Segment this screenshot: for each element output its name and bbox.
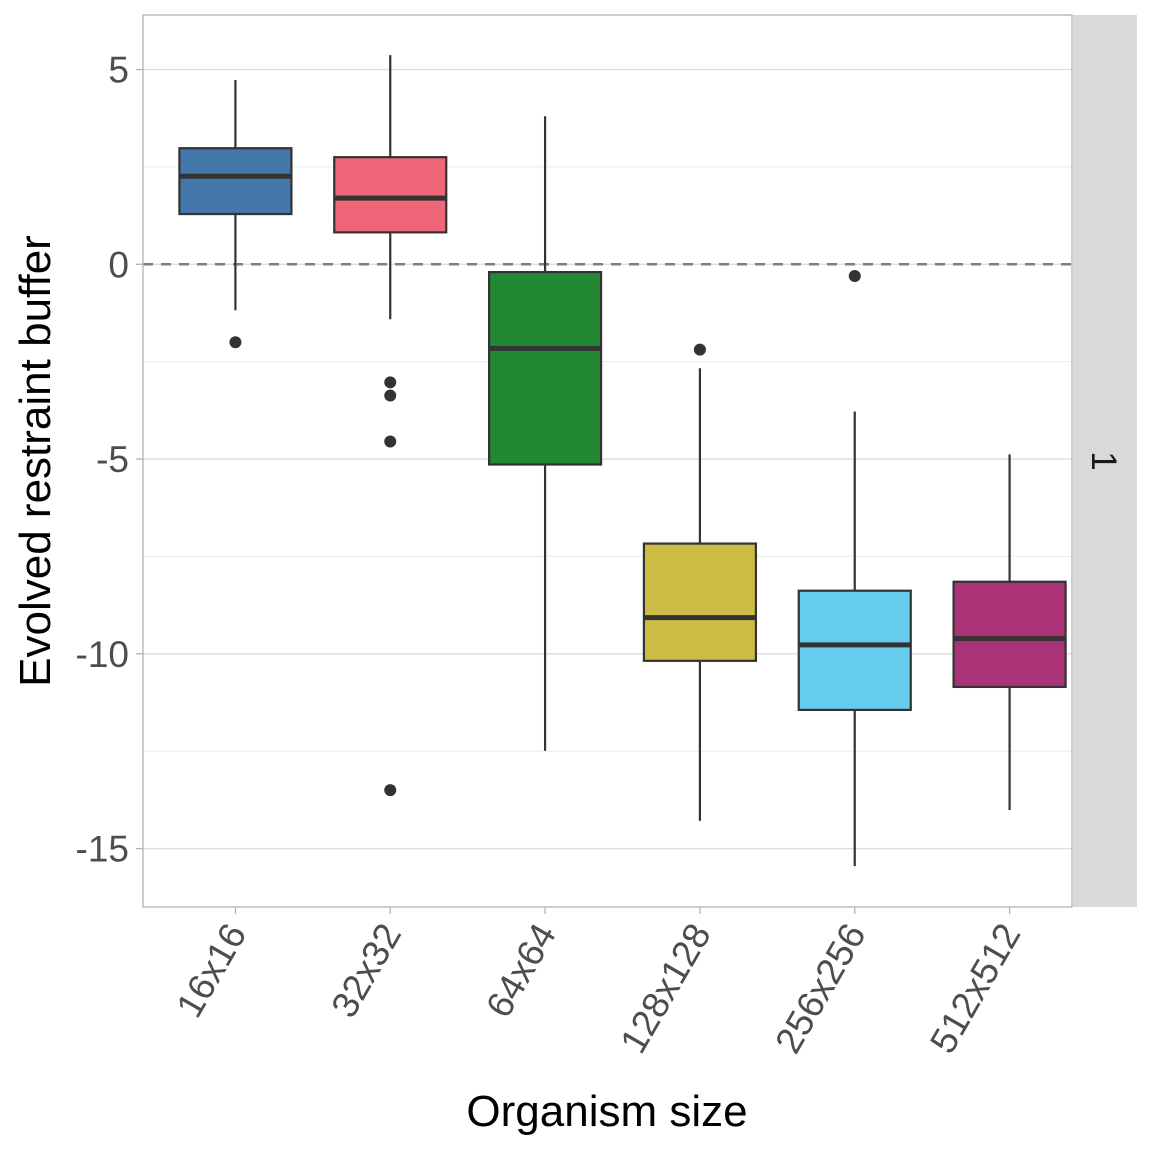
facet-strip	[1073, 15, 1137, 907]
box-256x256	[797, 269, 912, 867]
y-axis-title: Evolved restraint buffer	[11, 235, 60, 687]
box-16x16	[178, 80, 293, 349]
x-axis-title: Organism size	[466, 1087, 747, 1136]
iqr-box	[642, 542, 758, 662]
outlier-point	[848, 269, 861, 282]
x-axis-ticks: 16x16 32x32 64x64 128x128 256x256 512x512	[168, 907, 1029, 1060]
outlier-point	[384, 376, 397, 389]
box-512x512	[952, 454, 1067, 811]
y-tick-label: -15	[76, 829, 129, 870]
box-128x128	[642, 343, 758, 821]
iqr-box	[333, 156, 448, 234]
outlier-point	[229, 336, 242, 349]
y-tick-label: 0	[108, 244, 129, 285]
y-axis-ticks: 5 0 -5 -10 -15	[76, 50, 143, 870]
x-tick-label: 64x64	[478, 917, 564, 1025]
box-64x64	[487, 116, 603, 751]
facet-strip-label: 1	[1084, 451, 1123, 470]
iqr-box	[797, 589, 912, 712]
panel-background	[143, 15, 1072, 907]
outlier-point	[384, 435, 397, 448]
iqr-box	[487, 270, 603, 466]
outlier-point	[693, 343, 706, 356]
outlier-point	[384, 784, 397, 797]
x-tick-label: 128x128	[612, 917, 718, 1060]
x-tick-label: 16x16	[168, 917, 254, 1025]
y-tick-label: -5	[96, 439, 129, 480]
y-tick-label: 5	[108, 50, 129, 91]
x-tick-label: 32x32	[323, 917, 409, 1025]
box-32x32	[333, 55, 448, 797]
minor-gridlines	[143, 166, 1072, 752]
y-tick-label: -10	[76, 634, 129, 675]
iqr-box	[178, 147, 293, 216]
boxes-layer	[178, 55, 1067, 867]
panel-border	[142, 14, 1073, 908]
outlier-point	[384, 389, 397, 402]
x-tick-label: 256x256	[767, 917, 873, 1060]
x-tick-label: 512x512	[922, 917, 1028, 1060]
iqr-box	[952, 580, 1067, 689]
